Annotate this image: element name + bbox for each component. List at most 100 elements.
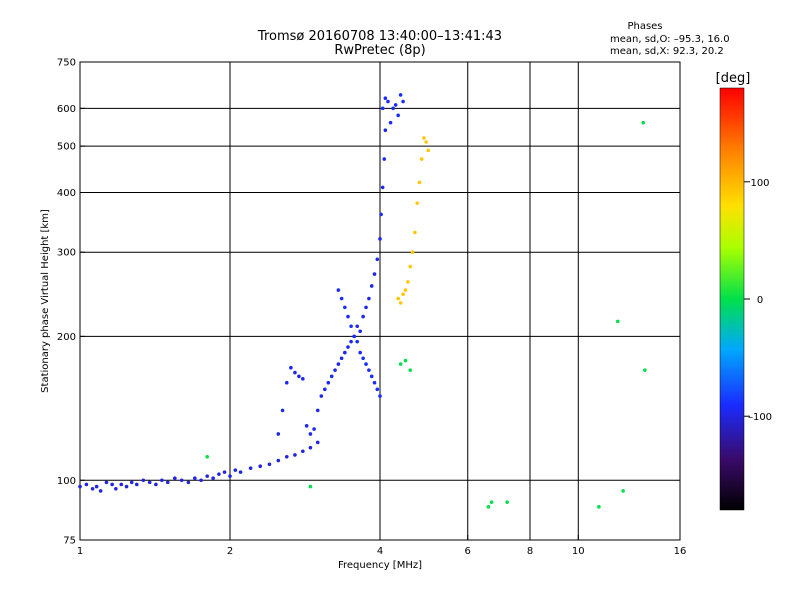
- data-point: [333, 368, 337, 372]
- data-point: [339, 296, 344, 301]
- data-point: [129, 480, 134, 485]
- data-point: [90, 486, 95, 491]
- data-point: [413, 230, 417, 235]
- data-point: [375, 257, 380, 262]
- data-point: [173, 476, 177, 481]
- y-tick-label: 75: [63, 536, 76, 547]
- data-point: [186, 480, 191, 485]
- x-tick-label: 16: [674, 546, 687, 557]
- data-point: [352, 334, 356, 339]
- data-point: [408, 368, 413, 372]
- data-point: [336, 288, 341, 292]
- data-point: [312, 427, 316, 431]
- chart-subtitle: RwPretec (8p): [334, 43, 425, 58]
- data-point: [364, 305, 368, 310]
- data-point: [393, 103, 398, 107]
- data-point: [401, 292, 405, 297]
- data-point: [114, 486, 118, 491]
- data-point: [378, 237, 382, 241]
- data-point: [326, 380, 331, 385]
- data-point: [410, 250, 415, 255]
- y-axis-label: Stationary phase Virtual Height [km]: [40, 209, 51, 393]
- data-point: [248, 466, 253, 470]
- data-point: [486, 505, 491, 509]
- data-point: [308, 484, 313, 489]
- data-point: [346, 345, 350, 349]
- data-point: [358, 329, 362, 334]
- x-tick-label: 4: [377, 546, 383, 557]
- data-point: [355, 339, 359, 344]
- colorbar-label: [deg]: [716, 71, 751, 86]
- data-point: [165, 480, 170, 485]
- data-point: [378, 394, 382, 398]
- x-tick-label: 8: [527, 546, 533, 557]
- x-tick-label: 2: [227, 546, 233, 557]
- y-tick-label: 200: [57, 332, 76, 343]
- x-tick-label: 10: [572, 546, 585, 557]
- data-point: [289, 365, 293, 370]
- data-point: [349, 324, 353, 329]
- colorbar-tick-label: –100: [748, 412, 772, 423]
- data-point: [94, 484, 99, 489]
- y-tick-label: 300: [57, 248, 76, 259]
- data-point: [304, 424, 309, 428]
- data-point: [379, 212, 383, 217]
- data-point: [141, 478, 146, 483]
- colorbar-tick-label: 0: [757, 295, 763, 306]
- data-point: [489, 500, 494, 504]
- data-point: [238, 470, 243, 474]
- phase-box-o: mean, sd,O: –95.3, 16.0: [610, 34, 730, 45]
- data-point: [98, 489, 103, 493]
- data-point: [343, 305, 347, 310]
- data-point: [422, 136, 426, 140]
- data-point: [339, 356, 344, 361]
- data-point: [119, 482, 124, 487]
- colorbar-ticks: 100 0 –100: [744, 178, 772, 423]
- data-point: [346, 314, 350, 319]
- data-point: [124, 484, 129, 489]
- data-point: [336, 362, 341, 366]
- colorbar: [719, 87, 745, 511]
- data-point: [380, 185, 385, 190]
- x-axis-label: Frequency [MHz]: [338, 560, 422, 571]
- data-point: [398, 362, 403, 366]
- data-point: [329, 374, 334, 379]
- data-point: [380, 106, 385, 111]
- data-point: [284, 454, 289, 459]
- data-point: [323, 387, 327, 392]
- data-point: [233, 468, 238, 472]
- data-point: [134, 482, 139, 487]
- data-point: [315, 408, 320, 413]
- data-point: [78, 484, 82, 489]
- data-point: [160, 478, 164, 483]
- y-tick-label: 400: [57, 188, 76, 199]
- data-point: [217, 472, 221, 476]
- data-point: [205, 474, 209, 478]
- data-point: [280, 408, 285, 413]
- data-point: [375, 387, 380, 392]
- data-point: [147, 480, 152, 485]
- y-tick-label: 500: [57, 142, 76, 153]
- data-point: [222, 470, 227, 474]
- data-point: [308, 432, 313, 436]
- grid-lines: [80, 62, 680, 540]
- data-point: [110, 482, 114, 487]
- data-point: [401, 99, 405, 104]
- data-point: [403, 358, 408, 363]
- data-point: [367, 368, 371, 372]
- data-point: [398, 301, 403, 305]
- data-point: [358, 350, 362, 355]
- data-points: [78, 93, 647, 509]
- y-tick-label: 600: [57, 104, 76, 115]
- data-point: [396, 113, 400, 118]
- y-tick-label: 750: [57, 58, 76, 69]
- data-point: [367, 296, 371, 301]
- data-point: [597, 505, 601, 509]
- data-point: [369, 284, 374, 288]
- data-point: [211, 476, 215, 481]
- data-point: [301, 377, 305, 381]
- data-point: [315, 440, 320, 445]
- data-point: [364, 362, 368, 366]
- data-point: [383, 96, 388, 100]
